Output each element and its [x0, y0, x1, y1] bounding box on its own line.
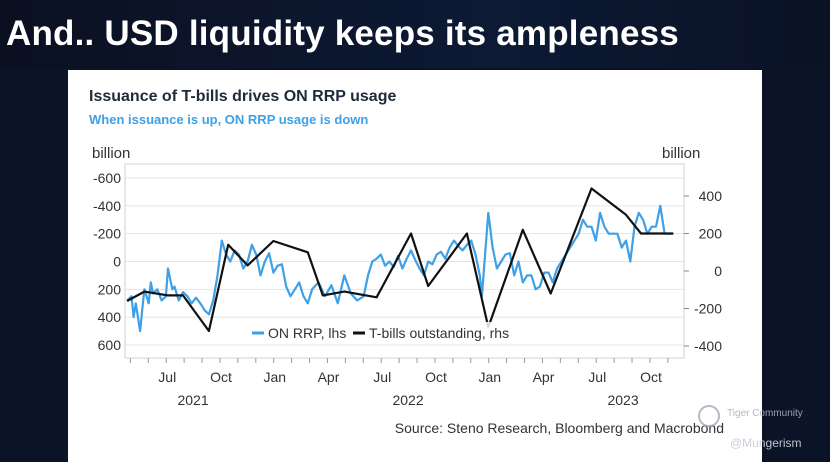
tiger-logo-icon: [698, 405, 720, 427]
legend-label-on-rrp: ON RRP, lhs: [268, 325, 346, 341]
left-tick-label: -600: [93, 170, 121, 186]
left-tick-label: 600: [98, 337, 122, 353]
left-tick-label: -200: [93, 226, 121, 242]
year-labels: 2021 2022 2023: [177, 392, 638, 408]
right-tick-label: 400: [699, 188, 723, 204]
month-label: Jul: [588, 369, 606, 385]
right-axis-label: billion: [662, 145, 700, 162]
chart-source: Source: Steno Research, Bloomberg and Ma…: [395, 420, 724, 436]
month-label: Jan: [478, 369, 501, 385]
left-tick-label: 0: [113, 254, 121, 270]
right-tick-label: 200: [699, 226, 723, 242]
plot-frame: [124, 163, 685, 359]
watermark-community: Tiger Community: [727, 408, 803, 419]
legend-label-t-bills: T-bills outstanding, rhs: [369, 325, 509, 341]
series-line-t-bills: [126, 187, 674, 333]
watermark-handle: @Mungerism: [730, 436, 802, 450]
right-tick-labels: 400 200 0 -200 -400: [684, 188, 722, 354]
month-label: Apr: [533, 369, 555, 385]
right-tick-label: -200: [694, 301, 722, 317]
series-line-on-rrp: [126, 204, 674, 333]
month-label: Jul: [373, 369, 391, 385]
legend: ON RRP, lhs T-bills outstanding, rhs: [248, 322, 538, 344]
left-tick-label: -400: [93, 198, 121, 214]
right-tick-label: 0: [714, 263, 722, 279]
year-label: 2023: [607, 392, 638, 408]
month-labels: Jul Oct Jan Apr Jul Oct Jan Apr Jul Oct: [158, 369, 662, 385]
month-label: Oct: [425, 369, 447, 385]
chart-title: Issuance of T-bills drives ON RRP usage: [89, 88, 397, 105]
legend-background: [248, 322, 538, 344]
month-label: Jul: [158, 369, 176, 385]
right-tick-label: -400: [694, 338, 722, 354]
watermark: Tiger Community @Mungerism: [698, 402, 830, 462]
month-label: Oct: [640, 369, 662, 385]
left-axis-label: billion: [92, 145, 130, 162]
month-label: Apr: [318, 369, 340, 385]
month-label: Oct: [210, 369, 232, 385]
year-label: 2022: [392, 392, 423, 408]
left-tick-label: 200: [98, 281, 122, 297]
left-tick-labels: -600 -400 -200 0 200 400 600: [93, 170, 121, 353]
month-label: Jan: [263, 369, 286, 385]
x-tick-marks: [129, 358, 669, 363]
title-bar: And.. USD liquidity keeps its ampleness: [0, 0, 830, 68]
slide-title: And.. USD liquidity keeps its ampleness: [6, 14, 679, 53]
chart-subtitle: When issuance is up, ON RRP usage is dow…: [89, 112, 369, 127]
year-label: 2021: [177, 392, 208, 408]
chart-card: [68, 70, 762, 462]
left-tick-label: 400: [98, 309, 122, 325]
